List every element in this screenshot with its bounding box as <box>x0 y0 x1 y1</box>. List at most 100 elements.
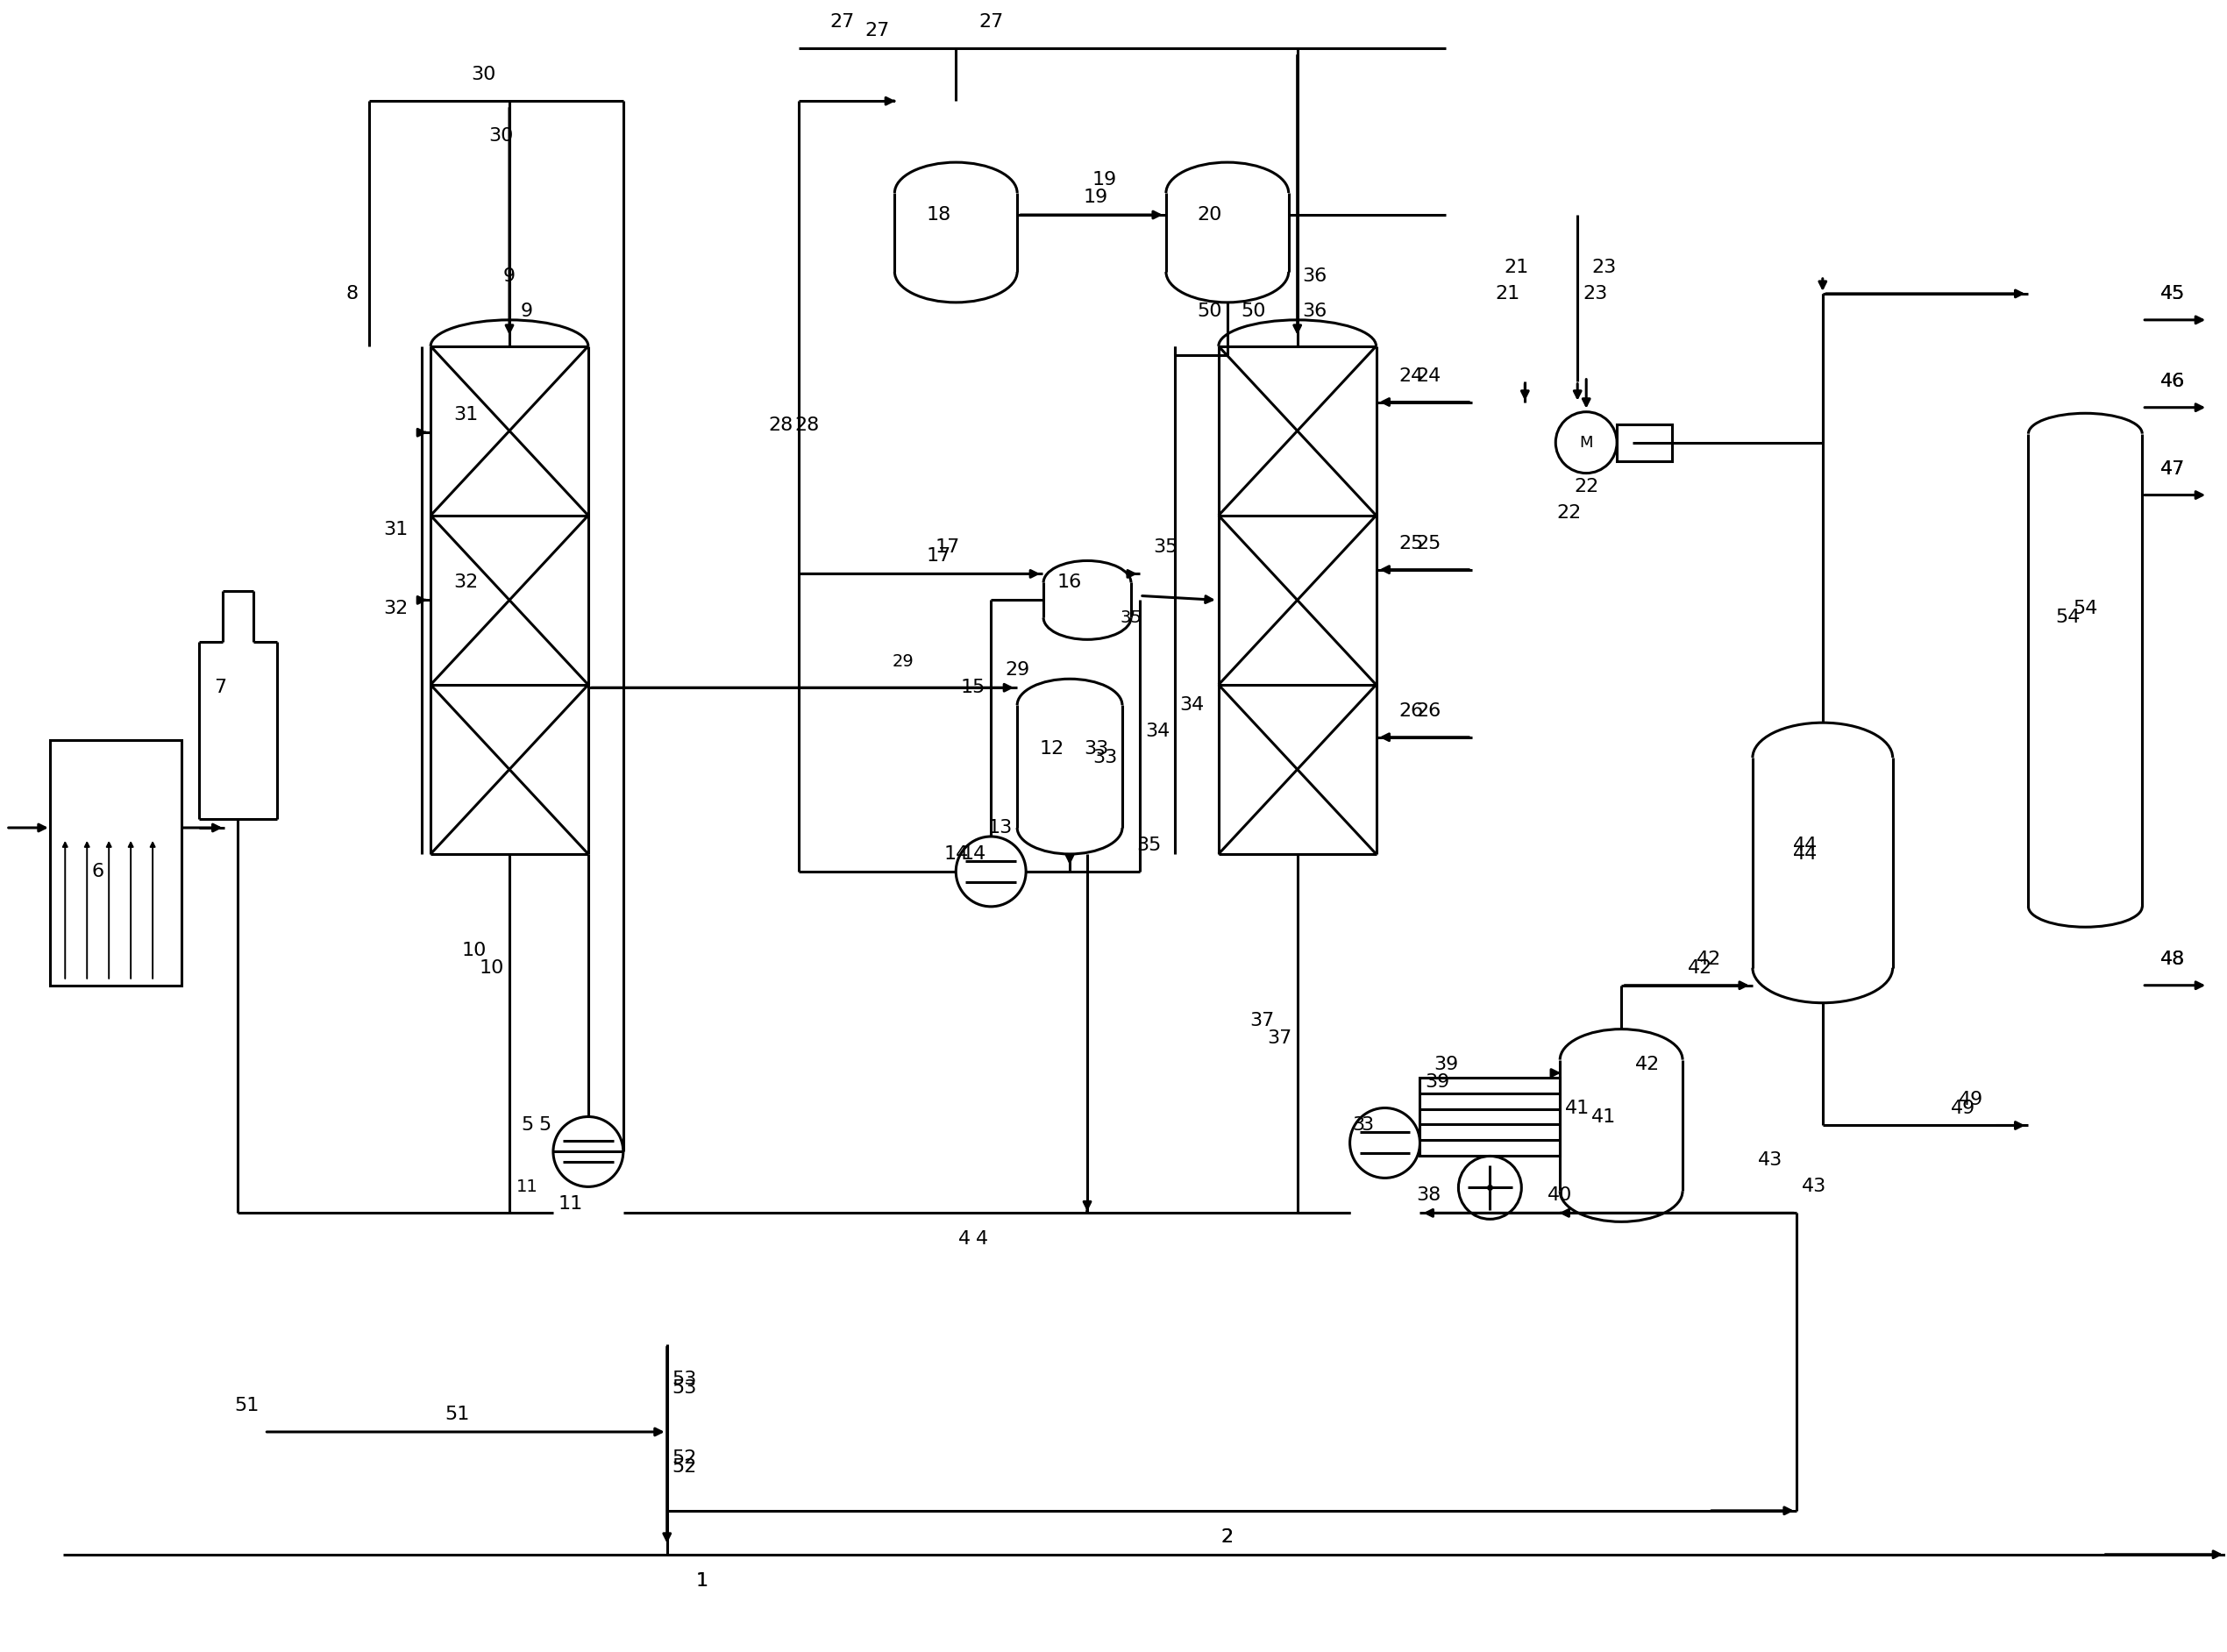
Text: 5: 5 <box>521 1117 532 1135</box>
Text: 17: 17 <box>935 539 960 557</box>
Text: 31: 31 <box>454 406 479 425</box>
Text: 41: 41 <box>1592 1108 1617 1125</box>
Text: 42: 42 <box>1635 1056 1659 1072</box>
Text: 9: 9 <box>521 302 532 320</box>
Text: 54: 54 <box>2056 610 2080 626</box>
Text: 39: 39 <box>1434 1056 1459 1072</box>
Text: 42: 42 <box>1688 960 1713 976</box>
Text: 7: 7 <box>214 679 227 697</box>
Text: 9: 9 <box>503 268 517 284</box>
Text: 45: 45 <box>2160 284 2185 302</box>
Text: 26: 26 <box>1399 702 1423 720</box>
Text: 34: 34 <box>1180 697 1205 714</box>
Text: 41: 41 <box>1566 1099 1590 1117</box>
Text: 37: 37 <box>1267 1029 1292 1047</box>
Text: 1: 1 <box>695 1573 708 1589</box>
Text: 13: 13 <box>987 819 1011 836</box>
Text: 25: 25 <box>1416 535 1441 552</box>
Text: 44: 44 <box>1793 836 1817 854</box>
Text: 47: 47 <box>2160 459 2185 477</box>
Text: 29: 29 <box>893 653 915 669</box>
Text: 20: 20 <box>1198 206 1223 223</box>
Text: 40: 40 <box>1548 1186 1572 1204</box>
Text: 48: 48 <box>2160 950 2185 968</box>
Text: 19: 19 <box>1093 172 1118 188</box>
Text: 17: 17 <box>926 547 951 565</box>
Bar <box>49 740 180 985</box>
Text: 50: 50 <box>1198 302 1223 320</box>
Text: 28: 28 <box>768 416 793 434</box>
Text: 35: 35 <box>1154 539 1178 557</box>
Text: 11: 11 <box>559 1196 583 1213</box>
Text: 25: 25 <box>1399 535 1423 552</box>
Text: 36: 36 <box>1303 268 1327 284</box>
Text: 51: 51 <box>445 1406 470 1422</box>
Text: M: M <box>1579 434 1592 451</box>
Text: 32: 32 <box>383 600 408 618</box>
Text: 1: 1 <box>695 1573 708 1589</box>
Text: 23: 23 <box>1592 259 1617 276</box>
Text: 32: 32 <box>454 573 479 591</box>
Text: 29: 29 <box>1004 661 1029 679</box>
Text: 42: 42 <box>1697 950 1721 968</box>
Text: 3: 3 <box>1352 1117 1365 1135</box>
Text: 46: 46 <box>2160 372 2185 390</box>
Text: 3: 3 <box>1361 1117 1374 1135</box>
Text: 27: 27 <box>864 21 889 40</box>
Text: 28: 28 <box>795 416 820 434</box>
Bar <box>1421 1077 1559 1156</box>
Text: 31: 31 <box>383 522 408 539</box>
Text: 19: 19 <box>1085 188 1109 206</box>
Text: 14: 14 <box>962 846 987 862</box>
Text: 53: 53 <box>673 1379 697 1398</box>
Text: 12: 12 <box>1040 740 1065 758</box>
Text: 30: 30 <box>470 66 497 84</box>
Text: 35: 35 <box>1136 836 1160 854</box>
Text: 14: 14 <box>944 846 969 862</box>
Text: 27: 27 <box>978 13 1004 31</box>
Text: 47: 47 <box>2160 459 2185 477</box>
Text: 5: 5 <box>539 1117 550 1135</box>
Text: 43: 43 <box>1802 1178 1826 1196</box>
Text: 24: 24 <box>1399 367 1423 385</box>
Text: 16: 16 <box>1058 573 1082 591</box>
Text: 22: 22 <box>1557 504 1581 522</box>
Text: 15: 15 <box>962 679 987 697</box>
Bar <box>1617 425 1672 461</box>
Text: 35: 35 <box>1120 610 1142 626</box>
Text: 39: 39 <box>1425 1072 1450 1090</box>
Text: 34: 34 <box>1145 722 1169 740</box>
Text: 53: 53 <box>673 1371 697 1388</box>
Text: 33: 33 <box>1085 740 1109 758</box>
Text: 4: 4 <box>975 1231 989 1247</box>
Text: 50: 50 <box>1240 302 1267 320</box>
Text: 21: 21 <box>1494 284 1519 302</box>
Text: 37: 37 <box>1249 1011 1274 1029</box>
Text: 46: 46 <box>2160 372 2185 390</box>
Text: 43: 43 <box>1757 1151 1782 1170</box>
Text: 2: 2 <box>1220 1528 1234 1546</box>
Text: 18: 18 <box>926 206 951 223</box>
Text: 23: 23 <box>1583 284 1608 302</box>
Text: 54: 54 <box>2073 600 2098 618</box>
Text: 52: 52 <box>673 1459 697 1475</box>
Text: 30: 30 <box>488 127 512 145</box>
Text: 2: 2 <box>1220 1528 1234 1546</box>
Text: 51: 51 <box>234 1398 258 1414</box>
Text: 21: 21 <box>1503 259 1528 276</box>
Text: 49: 49 <box>1951 1099 1975 1117</box>
Text: 44: 44 <box>1793 846 1817 862</box>
Text: 22: 22 <box>1574 477 1599 496</box>
Text: 24: 24 <box>1416 367 1441 385</box>
Text: 38: 38 <box>1416 1186 1441 1204</box>
Text: 8: 8 <box>345 284 359 302</box>
Text: 10: 10 <box>479 960 503 976</box>
Text: 6: 6 <box>91 862 105 881</box>
Text: 27: 27 <box>831 13 855 31</box>
Text: 36: 36 <box>1303 302 1327 320</box>
Text: 49: 49 <box>1960 1090 1984 1108</box>
Text: 11: 11 <box>517 1178 537 1194</box>
Text: 52: 52 <box>673 1449 697 1467</box>
Text: 33: 33 <box>1093 748 1118 767</box>
Text: 45: 45 <box>2160 284 2185 302</box>
